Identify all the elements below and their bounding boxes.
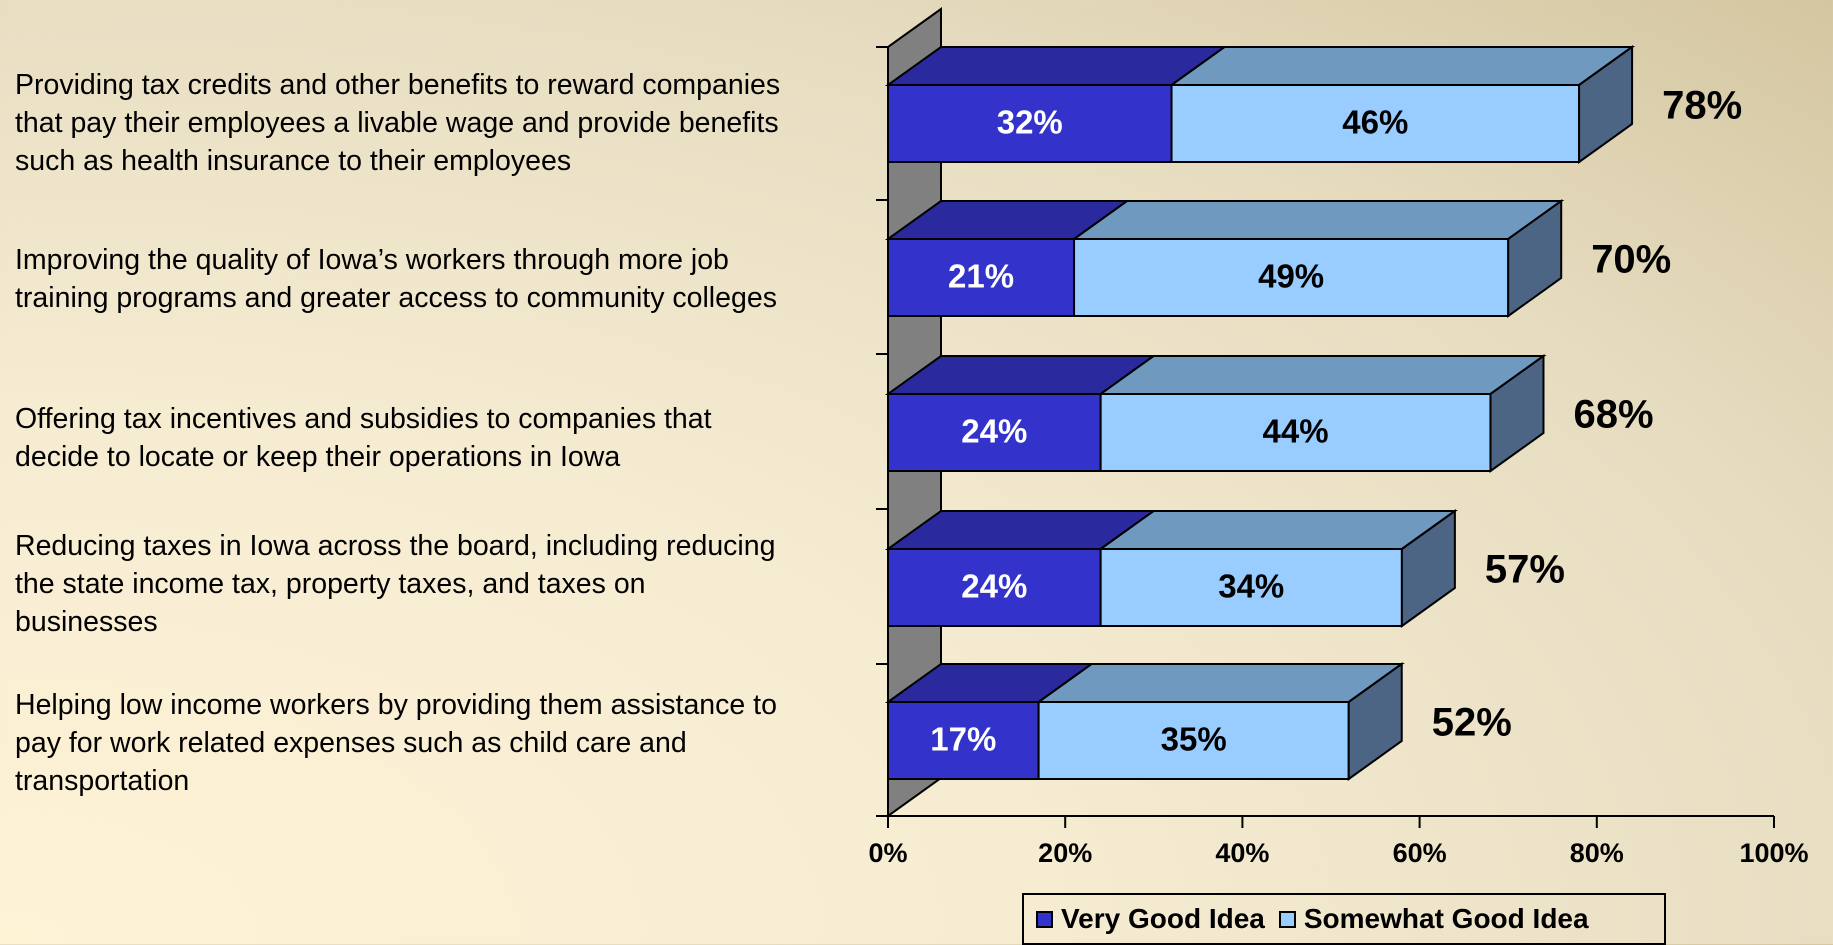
category-label-line: training programs and greater access to …	[15, 282, 777, 314]
category-label-line: Improving the quality of Iowa’s workers …	[15, 244, 729, 276]
category-label-2: Offering tax incentives and subsidies to…	[15, 400, 885, 476]
bar-side-0	[1578, 45, 1634, 164]
bar-somewhat-good-2	[1099, 393, 1492, 472]
category-label-line: businesses	[15, 606, 158, 638]
category-label-line: Offering tax incentives and subsidies to…	[15, 403, 712, 435]
legend-swatch-somewhat-good	[1278, 910, 1296, 928]
category-label-line: Providing tax credits and other benefits…	[15, 69, 781, 101]
bar-side-2	[1489, 354, 1545, 473]
data-label-somewhat-good-0: 46%	[1342, 104, 1408, 141]
total-label-3: 57%	[1485, 548, 1565, 592]
category-label-line: pay for work related expenses such as ch…	[15, 727, 687, 759]
bar-top-somewhat-good-1	[1070, 200, 1565, 240]
legend-item-very-good: Very Good Idea	[1036, 903, 1265, 935]
category-label-line: Helping low income workers by providing …	[15, 689, 777, 721]
data-label-very-good-4: 17%	[930, 721, 996, 758]
total-label-0: 78%	[1662, 84, 1742, 128]
x-tick-label-2: 40%	[1215, 838, 1269, 868]
x-tick-label-5: 100%	[1739, 838, 1808, 868]
bar-top-very-good-0	[884, 46, 1228, 86]
legend: Very Good Idea Somewhat Good Idea	[1022, 893, 1666, 945]
total-label-1: 70%	[1591, 238, 1671, 282]
data-label-very-good-3: 24%	[961, 568, 1027, 605]
x-tick-label-3: 60%	[1393, 838, 1447, 868]
data-label-somewhat-good-1: 49%	[1258, 258, 1324, 295]
total-label-4: 52%	[1432, 701, 1512, 745]
x-tick-label-1: 20%	[1038, 838, 1092, 868]
data-label-somewhat-good-3: 34%	[1218, 568, 1284, 605]
bar-somewhat-good-4	[1037, 701, 1350, 780]
category-label-line: such as health insurance to their employ…	[15, 145, 572, 177]
data-label-very-good-0: 32%	[997, 104, 1063, 141]
bar-top-somewhat-good-4	[1035, 663, 1405, 703]
category-label-3: Reducing taxes in Iowa across the board,…	[15, 527, 885, 641]
category-label-line: that pay their employees a livable wage …	[15, 107, 779, 139]
category-label-line: decide to locate or keep their operation…	[15, 441, 621, 473]
x-tick-label-4: 80%	[1570, 838, 1624, 868]
data-label-very-good-2: 24%	[961, 413, 1027, 450]
total-label-2: 68%	[1573, 393, 1653, 437]
legend-item-somewhat-good: Somewhat Good Idea	[1278, 903, 1589, 935]
category-label-line: the state income tax, property taxes, an…	[15, 568, 646, 600]
data-label-very-good-1: 21%	[948, 258, 1014, 295]
bar-very-good-0	[887, 84, 1173, 163]
bar-top-somewhat-good-2	[1097, 355, 1547, 395]
category-label-line: transportation	[15, 765, 190, 797]
legend-label-very-good: Very Good Idea	[1061, 903, 1265, 934]
data-label-somewhat-good-2: 44%	[1263, 413, 1329, 450]
legend-label-somewhat-good: Somewhat Good Idea	[1303, 903, 1589, 934]
bar-very-good-2	[887, 393, 1102, 472]
bar-top-somewhat-good-0	[1168, 46, 1636, 86]
legend-swatch-very-good	[1036, 910, 1053, 928]
category-label-0: Providing tax credits and other benefits…	[15, 66, 885, 180]
bar-top-somewhat-good-3	[1097, 510, 1458, 550]
bar-side-3	[1400, 509, 1456, 628]
bar-very-good-3	[887, 548, 1102, 627]
data-label-somewhat-good-4: 35%	[1161, 721, 1227, 758]
category-label-4: Helping low income workers by providing …	[15, 686, 885, 800]
bar-side-4	[1347, 662, 1403, 781]
bar-side-1	[1507, 199, 1563, 318]
bar-somewhat-good-0	[1170, 84, 1581, 163]
category-label-1: Improving the quality of Iowa’s workers …	[15, 241, 885, 317]
x-tick-label-0: 0%	[868, 838, 907, 868]
category-label-line: Reducing taxes in Iowa across the board,…	[15, 530, 776, 562]
